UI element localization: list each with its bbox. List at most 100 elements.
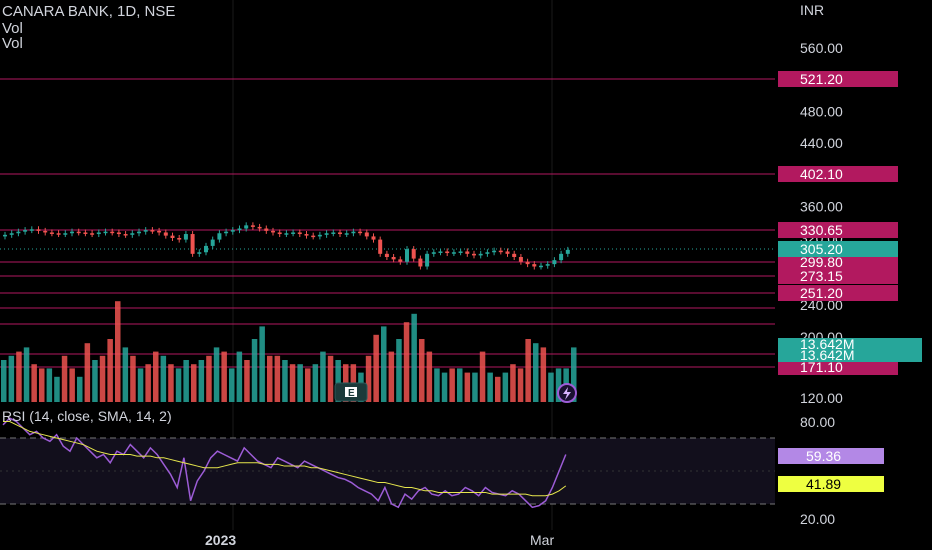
volume-bar bbox=[449, 368, 455, 402]
candle-body bbox=[472, 253, 476, 256]
volume-legend-1[interactable]: Vol bbox=[2, 20, 23, 37]
candle-body bbox=[525, 261, 530, 265]
candle-body bbox=[257, 226, 262, 229]
candle-body bbox=[485, 252, 490, 254]
candle-body bbox=[552, 260, 557, 265]
candle-body bbox=[170, 235, 175, 238]
volume-bar bbox=[403, 322, 410, 402]
rsi-value-tag bbox=[778, 448, 884, 464]
volume-value-1: 13.642M bbox=[800, 336, 854, 352]
candle-body bbox=[237, 228, 242, 231]
candle-body bbox=[465, 251, 470, 254]
volume-bar bbox=[61, 355, 68, 402]
candle-body bbox=[565, 249, 570, 254]
candle-body bbox=[304, 234, 309, 236]
volume-bar bbox=[533, 343, 539, 402]
time-axis[interactable]: 2023 Mar bbox=[205, 532, 554, 548]
candle-body bbox=[378, 239, 383, 254]
time-tick-label: 2023 bbox=[205, 532, 236, 548]
volume-bar bbox=[457, 368, 463, 402]
volume-bar bbox=[1, 360, 7, 402]
volume-bar bbox=[335, 360, 341, 402]
candle-body bbox=[183, 234, 188, 240]
price-tick-label: 560.00 bbox=[800, 40, 843, 56]
candle-body bbox=[539, 265, 543, 268]
candle-body bbox=[224, 231, 229, 234]
candle-body bbox=[344, 233, 349, 235]
symbol-title[interactable]: CANARA BANK, 1D, NSE bbox=[2, 3, 176, 20]
rsi-pane bbox=[0, 417, 775, 509]
earnings-icon bbox=[345, 387, 357, 397]
candle-body bbox=[338, 232, 342, 235]
price-level-value: 402.10 bbox=[800, 166, 843, 182]
volume-bar bbox=[502, 372, 509, 402]
volume-bar bbox=[289, 364, 296, 402]
volume-bar bbox=[39, 368, 45, 402]
volume-bar bbox=[130, 355, 136, 402]
rsi-sma-value: 41.89 bbox=[806, 476, 841, 492]
candle-body bbox=[217, 233, 222, 240]
volume-bar bbox=[244, 360, 250, 402]
candle-body bbox=[411, 249, 416, 259]
volume-bar bbox=[555, 368, 562, 402]
candle-body bbox=[364, 232, 369, 237]
volume-bar bbox=[92, 360, 98, 402]
volume-bar bbox=[54, 376, 60, 402]
candle-body bbox=[391, 257, 396, 260]
candle-body bbox=[29, 229, 34, 231]
volume-bar bbox=[229, 368, 235, 402]
candle-body bbox=[250, 225, 255, 227]
volume-bar bbox=[365, 355, 372, 402]
candle-body bbox=[405, 249, 409, 262]
volume-bar bbox=[426, 351, 433, 402]
volume-bar bbox=[183, 360, 189, 402]
price-level-tag bbox=[778, 268, 898, 284]
candle-body bbox=[43, 230, 48, 233]
volume-bar bbox=[274, 355, 281, 402]
candle-body bbox=[177, 238, 182, 240]
volume-bar bbox=[153, 351, 159, 402]
volume-bar bbox=[297, 364, 303, 402]
volume-bar bbox=[388, 351, 395, 402]
rsi-legend[interactable]: RSI (14, close, SMA, 14, 2) bbox=[2, 408, 172, 424]
volume-bar bbox=[213, 347, 220, 402]
volume-bar bbox=[396, 339, 402, 402]
volume-bar bbox=[16, 351, 22, 402]
volume-bar bbox=[122, 347, 129, 402]
candle-body bbox=[545, 264, 550, 266]
price-level-value: 299.80 bbox=[800, 254, 843, 270]
volume-bar bbox=[517, 368, 524, 402]
candle-body bbox=[36, 229, 41, 231]
event-markers[interactable]: E bbox=[334, 382, 577, 403]
candle-body bbox=[23, 230, 28, 232]
dividend-marker bbox=[557, 383, 577, 403]
last-price-value: 305.20 bbox=[800, 241, 843, 257]
candle-body bbox=[451, 252, 456, 254]
volume-bar bbox=[160, 355, 167, 402]
price-level-value: 273.15 bbox=[800, 268, 843, 284]
candle-body bbox=[96, 232, 101, 235]
volume-bar bbox=[77, 376, 83, 402]
volume-bar bbox=[373, 334, 379, 402]
volume-bar bbox=[419, 339, 425, 402]
volume-tag bbox=[778, 338, 922, 362]
candle-body bbox=[351, 231, 356, 234]
volume-bar bbox=[107, 339, 113, 402]
candle-body bbox=[76, 231, 81, 234]
candle-body bbox=[210, 239, 215, 246]
volume-legend-2[interactable]: Vol bbox=[2, 35, 23, 52]
candle-body bbox=[9, 233, 14, 235]
candle-body bbox=[324, 233, 329, 235]
price-level-tag bbox=[778, 359, 898, 375]
candle-body bbox=[532, 264, 537, 267]
candle-body bbox=[190, 234, 195, 254]
last-price-tag bbox=[778, 241, 898, 257]
candle-body bbox=[297, 232, 302, 235]
volume-bar bbox=[46, 368, 53, 402]
candle-body bbox=[83, 232, 88, 234]
price-tick-label: 360.00 bbox=[800, 198, 843, 214]
volume-bar bbox=[495, 376, 501, 402]
candle-body bbox=[445, 251, 450, 254]
